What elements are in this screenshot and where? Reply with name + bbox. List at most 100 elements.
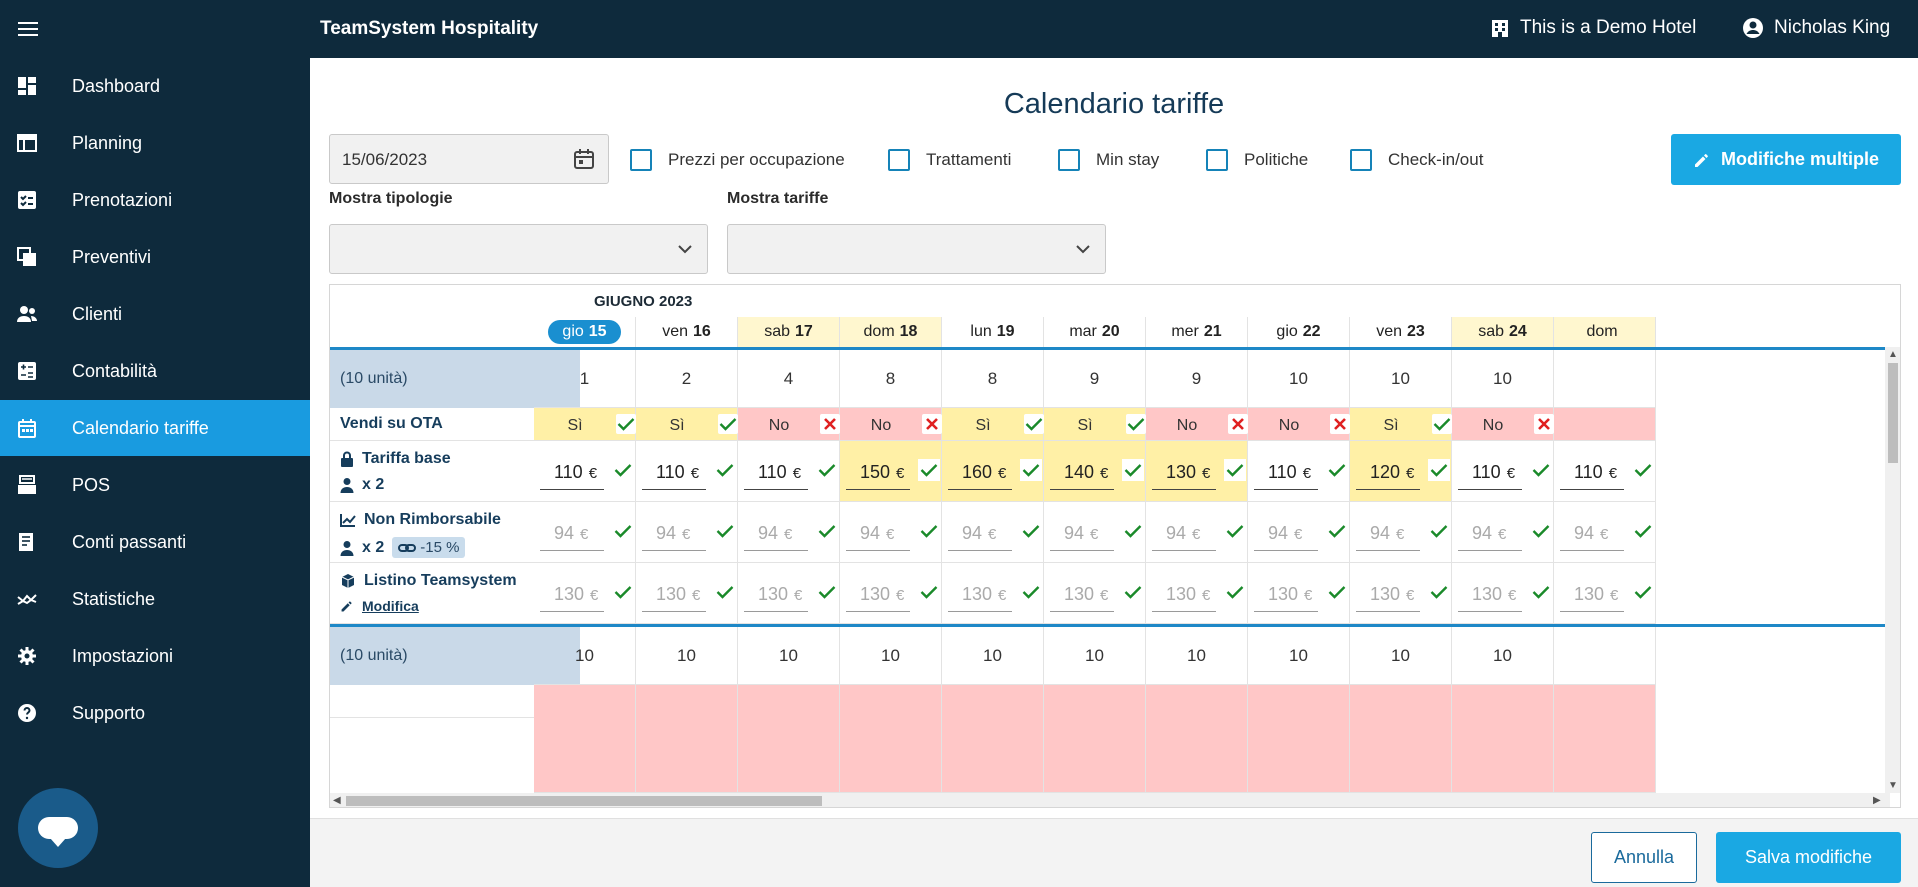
listino-price-cell[interactable]: 130 € xyxy=(840,563,942,624)
date-picker[interactable]: 15/06/2023 xyxy=(329,134,609,184)
sidebar-item-impostazioni[interactable]: Impostazioni xyxy=(0,628,310,684)
nonref-rate-price-input[interactable]: 94 € xyxy=(540,523,604,551)
check-icon[interactable] xyxy=(1326,459,1348,481)
nonref-rate-price-input[interactable]: 94 € xyxy=(1560,523,1624,551)
ota-cell[interactable]: No xyxy=(738,408,840,441)
listino-price-input[interactable]: 130 € xyxy=(540,584,604,612)
cross-icon[interactable] xyxy=(820,414,840,434)
ota-cell[interactable]: No xyxy=(1146,408,1248,441)
listino-price-cell[interactable]: 130 € xyxy=(636,563,738,624)
cancel-button[interactable]: Annulla xyxy=(1591,832,1697,883)
check-icon[interactable] xyxy=(1224,520,1246,542)
check-icon[interactable] xyxy=(714,459,736,481)
nonref-rate-price-cell[interactable]: 94 € xyxy=(636,502,738,563)
nonref-rate-price-cell[interactable]: 94 € xyxy=(1146,502,1248,563)
ota-cell[interactable]: No xyxy=(1452,408,1554,441)
check-icon[interactable] xyxy=(1530,581,1552,603)
check-icon[interactable] xyxy=(612,459,634,481)
listino-price-input[interactable]: 130 € xyxy=(1356,584,1420,612)
ota-cell[interactable] xyxy=(840,685,942,793)
sidebar-item-dashboard[interactable]: Dashboard xyxy=(0,58,310,114)
base-rate-price-cell[interactable]: 160 € xyxy=(942,441,1044,502)
ota-cell[interactable] xyxy=(534,685,636,793)
checkbox-prezzi-per-occupazione[interactable]: Prezzi per occupazione xyxy=(630,149,845,171)
ota-cell[interactable] xyxy=(636,685,738,793)
ota-cell[interactable] xyxy=(1452,685,1554,793)
ota-cell[interactable] xyxy=(1554,685,1656,793)
base-rate-price-cell[interactable]: 110 € xyxy=(534,441,636,502)
sidebar-item-planning[interactable]: Planning xyxy=(0,115,310,171)
check-icon[interactable] xyxy=(1020,581,1042,603)
listino-edit-link[interactable]: Modifica xyxy=(362,598,419,614)
calendar-icon[interactable] xyxy=(572,147,596,171)
checkbox-min-stay[interactable]: Min stay xyxy=(1058,149,1159,171)
listino-price-input[interactable]: 130 € xyxy=(846,584,910,612)
cross-icon[interactable] xyxy=(922,414,942,434)
checkbox-box[interactable] xyxy=(1350,149,1372,171)
listino-price-input[interactable]: 130 € xyxy=(948,584,1012,612)
nonref-rate-price-cell[interactable]: 94 € xyxy=(1044,502,1146,563)
sidebar-item-contabilit-[interactable]: Contabilità xyxy=(0,343,310,399)
ota-cell[interactable] xyxy=(1350,685,1452,793)
base-rate-price-input[interactable]: 110 € xyxy=(642,462,706,490)
check-icon[interactable] xyxy=(714,581,736,603)
check-icon[interactable] xyxy=(718,414,738,434)
base-rate-price-input[interactable]: 120 € xyxy=(1356,462,1420,490)
vertical-scrollbar[interactable]: ▲ ▼ xyxy=(1885,347,1900,793)
cross-icon[interactable] xyxy=(1330,414,1350,434)
listino-price-cell[interactable]: 130 € xyxy=(1044,563,1146,624)
base-rate-price-input[interactable]: 110 € xyxy=(1254,462,1318,490)
nonref-rate-price-input[interactable]: 94 € xyxy=(1050,523,1114,551)
listino-price-cell[interactable]: 130 € xyxy=(1452,563,1554,624)
check-icon[interactable] xyxy=(1224,459,1246,481)
user-menu[interactable]: Nicholas King xyxy=(1742,17,1890,39)
check-icon[interactable] xyxy=(1326,520,1348,542)
check-icon[interactable] xyxy=(1428,520,1450,542)
listino-price-input[interactable]: 130 € xyxy=(1560,584,1624,612)
types-select[interactable] xyxy=(329,224,708,274)
check-icon[interactable] xyxy=(616,414,636,434)
listino-price-input[interactable]: 130 € xyxy=(642,584,706,612)
base-rate-price-cell[interactable]: 110 € xyxy=(1452,441,1554,502)
sidebar-item-pos[interactable]: POS xyxy=(0,457,310,513)
nonref-rate-price-cell[interactable]: 94 € xyxy=(534,502,636,563)
chat-button[interactable] xyxy=(18,788,98,868)
base-rate-price-cell[interactable]: 110 € xyxy=(1554,441,1656,502)
vertical-scroll-thumb[interactable] xyxy=(1888,363,1898,463)
ota-cell[interactable]: No xyxy=(840,408,942,441)
base-rate-price-input[interactable]: 150 € xyxy=(846,462,910,490)
sidebar-item-supporto[interactable]: Supporto xyxy=(0,685,310,741)
check-icon[interactable] xyxy=(918,520,940,542)
ota-cell[interactable] xyxy=(1248,685,1350,793)
horizontal-scrollbar[interactable]: ◀ ▶ xyxy=(330,793,1890,807)
hotel-selector[interactable]: This is a Demo Hotel xyxy=(1490,17,1696,39)
menu-icon[interactable] xyxy=(18,18,42,40)
nonref-rate-price-cell[interactable]: 94 € xyxy=(1350,502,1452,563)
nonref-rate-price-cell[interactable]: 94 € xyxy=(942,502,1044,563)
listino-price-cell[interactable]: 130 € xyxy=(1146,563,1248,624)
check-icon[interactable] xyxy=(1432,414,1452,434)
check-icon[interactable] xyxy=(1020,520,1042,542)
checkbox-box[interactable] xyxy=(630,149,652,171)
check-icon[interactable] xyxy=(1632,520,1654,542)
base-rate-price-cell[interactable]: 110 € xyxy=(738,441,840,502)
check-icon[interactable] xyxy=(714,520,736,542)
check-icon[interactable] xyxy=(816,459,838,481)
base-rate-price-cell[interactable]: 140 € xyxy=(1044,441,1146,502)
horizontal-scroll-thumb[interactable] xyxy=(346,796,822,806)
check-icon[interactable] xyxy=(1020,459,1042,481)
nonref-rate-price-input[interactable]: 94 € xyxy=(1254,523,1318,551)
sidebar-item-statistiche[interactable]: Statistiche xyxy=(0,571,310,627)
check-icon[interactable] xyxy=(612,581,634,603)
listino-price-input[interactable]: 130 € xyxy=(744,584,808,612)
check-icon[interactable] xyxy=(1126,414,1146,434)
ota-cell[interactable]: Sì xyxy=(1044,408,1146,441)
listino-price-cell[interactable]: 130 € xyxy=(738,563,840,624)
check-icon[interactable] xyxy=(1428,459,1450,481)
check-icon[interactable] xyxy=(816,581,838,603)
check-icon[interactable] xyxy=(1024,414,1044,434)
cross-icon[interactable] xyxy=(1228,414,1248,434)
nonref-rate-price-cell[interactable]: 94 € xyxy=(1248,502,1350,563)
base-rate-price-input[interactable]: 110 € xyxy=(744,462,808,490)
check-icon[interactable] xyxy=(1632,581,1654,603)
